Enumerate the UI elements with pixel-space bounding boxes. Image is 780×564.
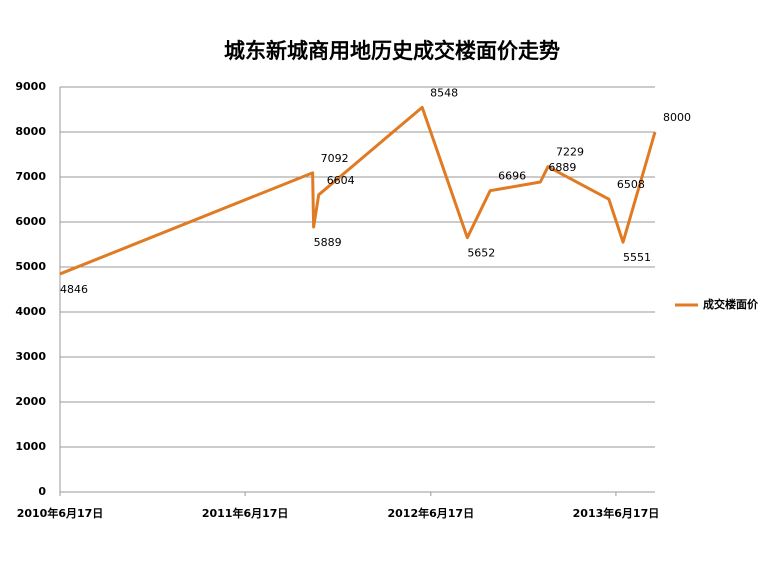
data-label: 7229 [556, 146, 584, 159]
data-label: 6508 [617, 178, 645, 191]
data-label: 5551 [623, 251, 651, 264]
data-label: 5652 [467, 247, 495, 260]
y-tick-label: 4000 [15, 305, 46, 318]
x-tick-label: 2011年6月17日 [202, 506, 289, 520]
data-label: 5889 [314, 236, 342, 249]
y-tick-label: 6000 [15, 215, 46, 228]
data-label: 4846 [60, 283, 88, 296]
x-tick-label: 2013年6月17日 [573, 506, 660, 520]
x-tick-label: 2012年6月17日 [388, 506, 475, 520]
y-tick-label: 5000 [15, 260, 46, 273]
y-tick-label: 7000 [15, 170, 46, 183]
data-label: 6696 [498, 170, 526, 183]
legend-label: 成交楼面价 [703, 297, 759, 311]
data-label: 6889 [548, 161, 576, 174]
y-tick-label: 2000 [15, 395, 46, 408]
data-label: 6604 [327, 174, 355, 187]
y-tick-label: 8000 [15, 125, 46, 138]
chart-title: 城东新城商用地历史成交楼面价走势 [224, 39, 560, 63]
y-tick-label: 1000 [15, 440, 46, 453]
data-label: 8000 [663, 111, 691, 124]
y-tick-label: 0 [38, 485, 46, 498]
data-label: 7092 [321, 152, 349, 165]
data-label: 8548 [430, 86, 458, 99]
x-tick-label: 2010年6月17日 [17, 506, 104, 520]
y-tick-label: 9000 [15, 80, 46, 93]
y-tick-label: 3000 [15, 350, 46, 363]
line [59, 105, 657, 276]
